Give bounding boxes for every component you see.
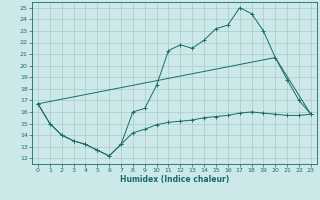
X-axis label: Humidex (Indice chaleur): Humidex (Indice chaleur) — [120, 175, 229, 184]
